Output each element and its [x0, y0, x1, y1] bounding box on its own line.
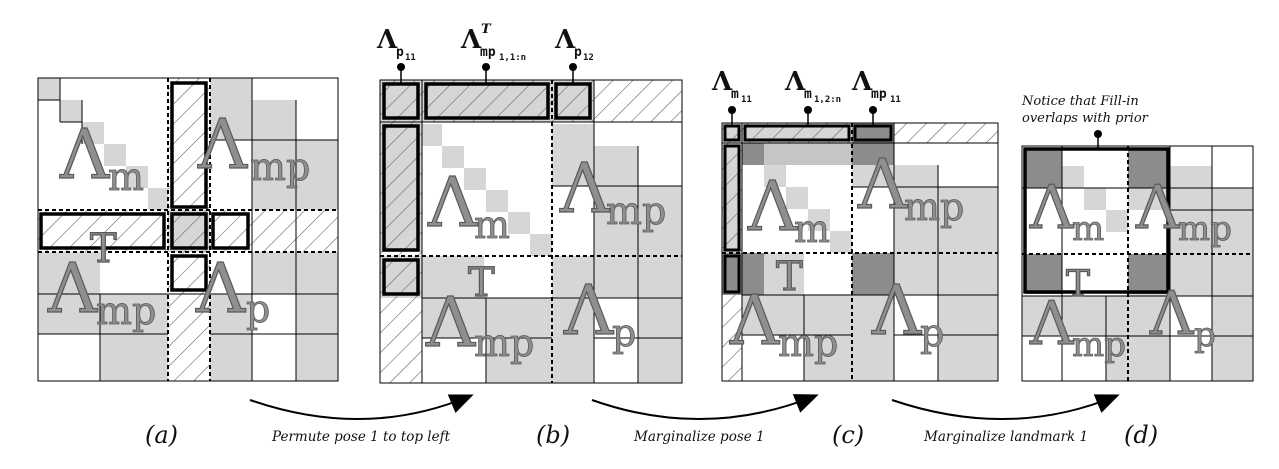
panel-label-d: (d): [1124, 421, 1158, 449]
lambda-mp-b: Λ: [559, 150, 610, 229]
sub-mpt-a: mp: [96, 289, 156, 333]
label-mp-sub: mp: [480, 45, 496, 60]
lambda-p-c: Λ: [871, 272, 922, 351]
lambda-p-a: Λ: [195, 250, 246, 329]
label-m12n-subsub: 1,2:n: [814, 95, 841, 105]
sub-mp-c: mp: [904, 185, 964, 229]
panel-label-b: (b): [536, 421, 570, 449]
label-p11-subsub: 11: [405, 53, 416, 63]
lambda-mpt-a: Λ: [47, 250, 98, 329]
label-p11-sub: p: [396, 45, 404, 60]
lambda-m-c: Λ: [747, 168, 798, 247]
label-mp11-subsub: 11: [890, 95, 901, 105]
lambda-m-d: Λ: [1029, 173, 1074, 243]
lambda-mpt-b: Λ: [425, 284, 476, 363]
lambda-p-d: Λ: [1149, 279, 1194, 349]
panel-label-a: (a): [145, 421, 178, 449]
sub-m-d: m: [1072, 209, 1104, 249]
label-mp-sup: T: [481, 22, 492, 37]
sub-mpt-c: mp: [778, 321, 838, 365]
lambda-mp-d: Λ: [1135, 173, 1180, 243]
label-mp11-sub: mp: [871, 87, 887, 102]
label-lambda-m12n: Λ: [784, 67, 806, 97]
lambda-mp-c: Λ: [857, 146, 908, 225]
arrow-2: [591, 394, 819, 420]
label-lambda-p11: Λ: [376, 25, 398, 55]
sub-mpt-b: mp: [474, 321, 534, 365]
note-line-1: Notice that Fill-in: [1021, 94, 1139, 109]
label-m11-subsub: 11: [741, 95, 752, 105]
step-label-1: Permute pose 1 to top left: [271, 429, 451, 445]
lambda-mpt-c: Λ: [729, 282, 780, 361]
arrow-3: [891, 394, 1120, 420]
label-lambda-mp11: Λ: [851, 67, 873, 97]
label-lambda-m11: Λ: [711, 67, 733, 97]
panel-b: Λ p 11 Λ T mp 1,1:n Λ p 12 Λ m Λ mp T Λ …: [376, 22, 683, 384]
sub-p-d: p: [1194, 315, 1216, 355]
lambda-mpt-d: Λ: [1029, 289, 1074, 359]
label-p12-sub: p: [574, 45, 582, 60]
label-lambda-p12: Λ: [554, 25, 576, 55]
label-p12-subsub: 12: [583, 53, 594, 63]
sub-p-b: p: [612, 311, 636, 355]
lambda-m-a: Λ: [59, 116, 110, 195]
lambda-mp-a: Λ: [197, 106, 248, 185]
lambda-p-b: Λ: [563, 272, 614, 351]
label-m12n-sub: m: [804, 87, 812, 102]
step-label-2: Marginalize pose 1: [633, 429, 765, 445]
sub-mpt-d: mp: [1072, 325, 1126, 365]
sub-mp-d: mp: [1178, 209, 1232, 249]
sub-p-c: p: [920, 311, 944, 355]
sup-t-a: T: [90, 226, 117, 272]
sub-m-b: m: [474, 203, 510, 247]
label-mp-subsub: 1,1:n: [499, 53, 526, 63]
sub-p-a: p: [246, 287, 270, 331]
note-line-2: overlaps with prior: [1022, 111, 1149, 126]
lambda-m-b: Λ: [427, 164, 478, 243]
sub-mp-a: mp: [250, 145, 310, 189]
panel-d: Notice that Fill-in overlaps with prior …: [1021, 94, 1254, 382]
sub-mp-b: mp: [606, 189, 666, 233]
step-label-3: Marginalize landmark 1: [923, 429, 1088, 445]
sup-t-c: T: [776, 254, 803, 300]
panel-label-c: (c): [832, 421, 864, 449]
label-lambda-mp: Λ: [460, 25, 482, 55]
sub-m-a: m: [108, 155, 144, 199]
arrow-1: [249, 394, 474, 420]
panel-c: Λ m 11 Λ m 1,2:n Λ mp 11 Λ m Λ mp T Λ mp…: [711, 67, 999, 382]
sub-m-c: m: [794, 207, 830, 251]
sup-t-d: T: [1066, 264, 1090, 305]
label-m11-sub: m: [731, 87, 739, 102]
step-arrows: [249, 394, 1120, 420]
sup-t-b: T: [468, 260, 495, 306]
panel-a: Λ m Λ mp T Λ mp Λ p: [37, 77, 339, 382]
